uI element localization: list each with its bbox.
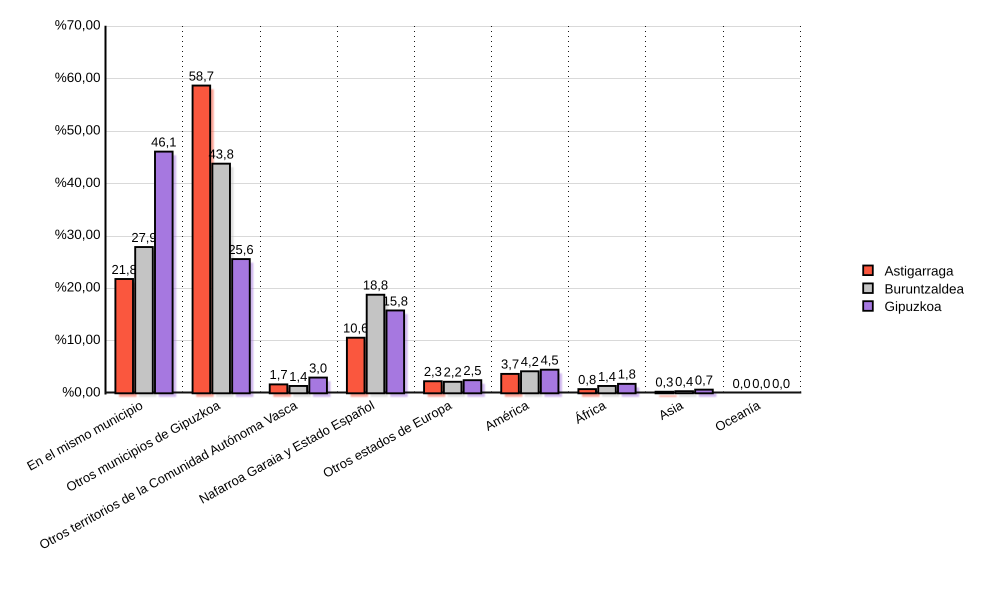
svg-text:Gipuzkoa: Gipuzkoa	[885, 299, 943, 314]
svg-text:25,6: 25,6	[228, 242, 253, 257]
svg-text:15,8: 15,8	[383, 293, 408, 308]
svg-text:%40,00: %40,00	[55, 175, 101, 190]
svg-text:%70,00: %70,00	[55, 18, 101, 33]
svg-text:0,0: 0,0	[732, 376, 750, 391]
svg-text:4,5: 4,5	[541, 353, 559, 368]
svg-text:1,7: 1,7	[269, 367, 287, 382]
svg-text:18,8: 18,8	[363, 278, 388, 293]
svg-text:58,7: 58,7	[189, 68, 214, 83]
svg-text:1,4: 1,4	[598, 369, 616, 384]
svg-text:2,5: 2,5	[463, 363, 481, 378]
svg-text:46,1: 46,1	[151, 134, 176, 149]
svg-text:%10,00: %10,00	[55, 332, 101, 347]
svg-text:%20,00: %20,00	[55, 280, 101, 295]
svg-text:0,4: 0,4	[675, 374, 693, 389]
svg-text:Buruntzaldea: Buruntzaldea	[885, 281, 965, 296]
svg-text:21,8: 21,8	[112, 262, 137, 277]
svg-text:2,2: 2,2	[444, 365, 462, 380]
svg-text:%60,00: %60,00	[55, 70, 101, 85]
svg-text:0,7: 0,7	[695, 372, 713, 387]
svg-text:10,6: 10,6	[343, 321, 368, 336]
svg-text:0,3: 0,3	[655, 375, 673, 390]
svg-text:0,0: 0,0	[772, 376, 790, 391]
svg-text:%30,00: %30,00	[55, 227, 101, 242]
svg-text:%0,00: %0,00	[62, 385, 100, 400]
svg-text:Astigarraga: Astigarraga	[885, 264, 955, 279]
svg-text:0,0: 0,0	[752, 376, 770, 391]
svg-text:4,2: 4,2	[521, 354, 539, 369]
svg-text:27,9: 27,9	[131, 230, 156, 245]
svg-text:1,8: 1,8	[618, 367, 636, 382]
svg-text:1,4: 1,4	[289, 369, 307, 384]
svg-text:%50,00: %50,00	[55, 122, 101, 137]
svg-text:43,8: 43,8	[209, 146, 234, 161]
svg-text:3,0: 3,0	[309, 360, 327, 375]
svg-text:0,8: 0,8	[578, 372, 596, 387]
svg-text:3,7: 3,7	[501, 357, 519, 372]
svg-text:2,3: 2,3	[424, 364, 442, 379]
